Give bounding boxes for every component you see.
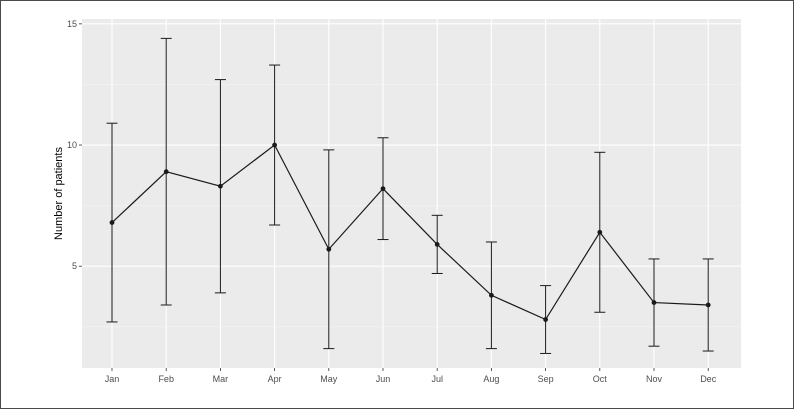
data-points xyxy=(109,142,711,322)
x-tick-label: Aug xyxy=(483,374,499,384)
grid-minor xyxy=(82,84,741,328)
y-axis: 5 10 15 xyxy=(67,19,82,271)
x-tick-label: Nov xyxy=(646,374,663,384)
series-line xyxy=(111,144,709,321)
x-tick-label: Mar xyxy=(213,374,229,384)
x-tick-label: Jan xyxy=(105,374,120,384)
data-point xyxy=(109,220,115,225)
data-point xyxy=(705,302,711,308)
data-point xyxy=(489,292,494,298)
x-tick-label: Jul xyxy=(431,374,443,384)
data-point xyxy=(326,246,332,252)
data-point xyxy=(651,300,657,305)
x-axis: Jan Feb Mar Apr May Jun Jul Aug Sep Oct Nov Dec xyxy=(105,368,717,384)
x-tick-label: Dec xyxy=(700,374,717,384)
plot-panel xyxy=(82,19,741,368)
x-tick-label: Sep xyxy=(538,374,554,384)
x-tick-label: Apr xyxy=(268,374,282,384)
data-point xyxy=(272,142,277,148)
y-tick-label: 15 xyxy=(67,19,77,29)
data-point xyxy=(597,229,603,235)
data-point xyxy=(163,169,169,175)
y-tick-label: 5 xyxy=(72,261,77,271)
x-tick-label: Feb xyxy=(158,374,174,384)
x-tick-label: May xyxy=(320,374,338,384)
data-point xyxy=(218,183,223,189)
data-point xyxy=(543,317,548,322)
x-tick-label: Oct xyxy=(593,374,608,384)
data-point xyxy=(380,186,386,192)
y-tick-label: 10 xyxy=(67,140,77,150)
y-axis-title: Number of patients xyxy=(53,147,65,240)
data-point xyxy=(434,241,440,247)
x-tick-label: Jun xyxy=(376,374,391,384)
